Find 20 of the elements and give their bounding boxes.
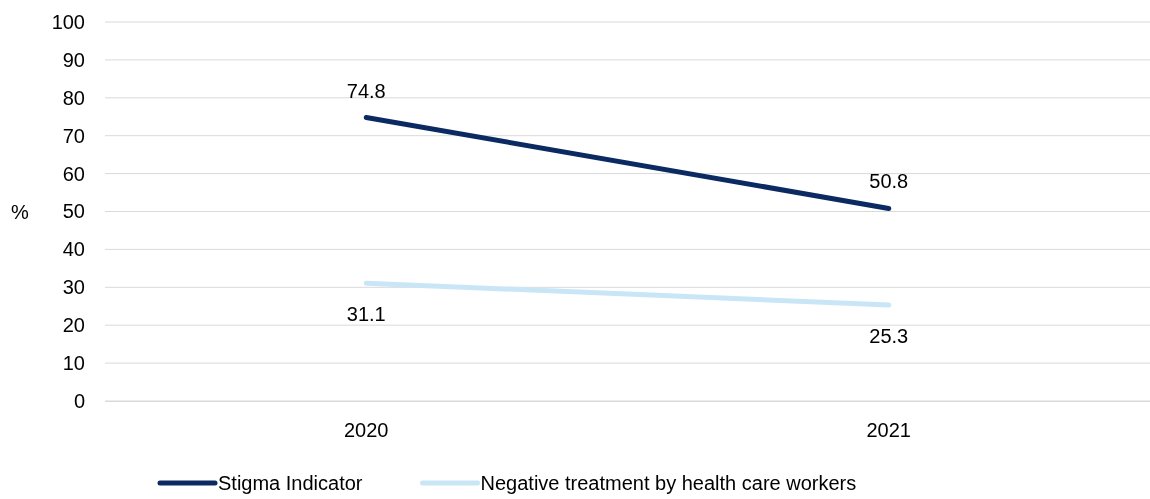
y-axis-title: % [11, 200, 30, 223]
y-tick-label: 90 [62, 48, 85, 71]
y-tick-label: 100 [51, 10, 85, 33]
y-tick-label: 30 [62, 276, 85, 299]
data-label: 31.1 [346, 303, 386, 326]
y-tick-label: 40 [62, 238, 85, 261]
y-tick-label: 0 [73, 389, 85, 412]
legend-label: Stigma Indicator [218, 472, 363, 494]
data-label: 50.8 [869, 170, 909, 193]
y-tick-label: 80 [62, 86, 85, 109]
y-tick-label: 20 [62, 314, 85, 337]
y-tick-label: 10 [62, 352, 85, 374]
x-tick-label: 2020 [344, 419, 389, 442]
data-label: 74.8 [346, 79, 386, 102]
legend-label: Negative treatment by health care workers [480, 472, 857, 494]
y-tick-label: 50 [62, 200, 85, 223]
x-tick-label: 2021 [866, 419, 911, 442]
y-tick-label: 70 [62, 124, 85, 147]
data-label: 25.3 [869, 325, 909, 348]
y-tick-label: 60 [62, 162, 85, 185]
